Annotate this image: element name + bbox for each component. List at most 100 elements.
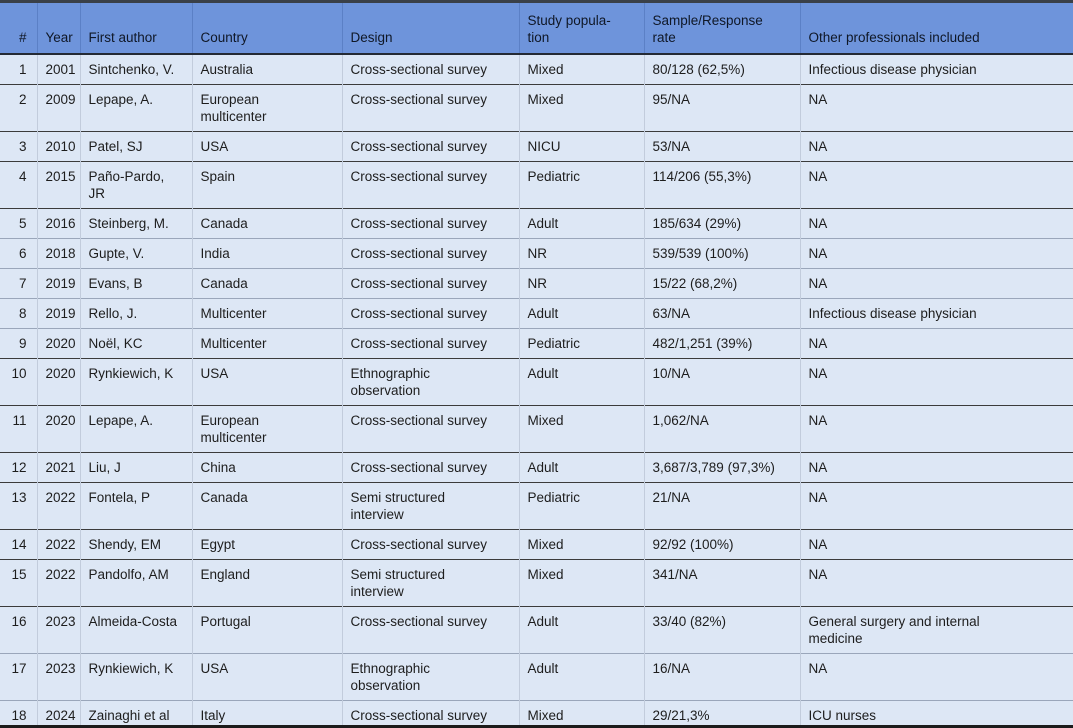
cell-num: 7 bbox=[18, 276, 27, 291]
table-row: 12 2021 Liu, J China Cross-sectional survey A… bbox=[0, 452, 1073, 483]
cell-first_author: Shendy, EM bbox=[79, 529, 192, 560]
cell-num: 17 bbox=[11, 661, 27, 676]
cell-other_professionals: NA bbox=[799, 405, 1073, 453]
cell-first_author: Sintchenko, V. bbox=[79, 54, 192, 85]
cell-sample_response_rate: 1,062/NA bbox=[643, 405, 800, 453]
column-header-other_professionals: Other professionals included bbox=[799, 3, 1073, 55]
cell-country: Canada bbox=[191, 268, 342, 299]
cell-study_population: Adult bbox=[518, 606, 644, 654]
cell-year: 2022 bbox=[36, 559, 80, 607]
cell-num: 10 bbox=[11, 366, 27, 381]
cell-country: China bbox=[191, 452, 342, 483]
cell-year: 2019 bbox=[36, 298, 80, 329]
column-header-num: # bbox=[0, 3, 37, 55]
cell-year: 2018 bbox=[36, 238, 80, 269]
table-header: # Year First author Country Design Study popu… bbox=[0, 3, 1073, 55]
cell-country: European multicenter bbox=[191, 405, 342, 453]
cell-num: 11 bbox=[12, 413, 27, 428]
table-row: 6 2018 Gupte, V. India Cross-sectional surve… bbox=[0, 238, 1073, 269]
cell-num: 15 bbox=[11, 567, 27, 582]
cell-other_professionals: NA bbox=[799, 238, 1073, 269]
cell-study_population: Pediatric bbox=[518, 328, 644, 359]
cell-first_author: Rello, J. bbox=[79, 298, 192, 329]
cell-num: 6 bbox=[18, 246, 27, 261]
cell-other_professionals: NA bbox=[799, 84, 1073, 132]
table-header-row: # Year First author Country Design Study popu… bbox=[0, 3, 1073, 55]
table-row: 5 2016 Steinberg, M. Canada Cross-sectional … bbox=[0, 208, 1073, 239]
cell-num: 8 bbox=[18, 306, 27, 321]
cell-other_professionals: NA bbox=[799, 529, 1073, 560]
table-row: 14 2022 Shendy, EM Egypt Cross-sectional sur… bbox=[0, 529, 1073, 560]
cell-year: 2009 bbox=[36, 84, 80, 132]
cell-design: Cross-sectional survey bbox=[341, 208, 519, 239]
cell-other_professionals: NA bbox=[799, 161, 1073, 209]
cell-country: European multicenter bbox=[191, 84, 342, 132]
cell-first_author: Gupte, V. bbox=[79, 238, 192, 269]
cell-country: Australia bbox=[191, 54, 342, 85]
table-row: 2 2009 Lepape, A. European multicenter Cross… bbox=[0, 84, 1073, 132]
cell-year: 2020 bbox=[36, 358, 80, 406]
column-header-year: Year bbox=[36, 3, 80, 55]
cell-year: 2022 bbox=[36, 482, 80, 530]
cell-sample_response_rate: 114/206 (55,3%) bbox=[643, 161, 800, 209]
cell-sample_response_rate: 33/40 (82%) bbox=[643, 606, 800, 654]
cell-country: Italy bbox=[191, 700, 342, 725]
cell-num: 4 bbox=[18, 169, 27, 184]
cell-study_population: Mixed bbox=[518, 529, 644, 560]
cell-year: 2016 bbox=[36, 208, 80, 239]
cell-other_professionals: NA bbox=[799, 653, 1073, 701]
cell-year: 2023 bbox=[36, 606, 80, 654]
cell-sample_response_rate: 80/128 (62,5%) bbox=[643, 54, 800, 85]
cell-design: Ethnographic observation bbox=[341, 358, 519, 406]
cell-first_author: Almeida-Costa bbox=[79, 606, 192, 654]
cell-country: USA bbox=[191, 131, 342, 162]
cell-num: 14 bbox=[11, 537, 27, 552]
cell-study_population: NR bbox=[518, 268, 644, 299]
cell-design: Cross-sectional survey bbox=[341, 54, 519, 85]
cell-design: Cross-sectional survey bbox=[341, 161, 519, 209]
cell-study_population: Mixed bbox=[518, 700, 644, 725]
cell-design: Cross-sectional survey bbox=[341, 529, 519, 560]
cell-study_population: Mixed bbox=[518, 84, 644, 132]
cell-sample_response_rate: 15/22 (68,2%) bbox=[643, 268, 800, 299]
table-row: 18 2024 Zainaghi et al Italy Cross-sectional… bbox=[0, 700, 1073, 725]
cell-study_population: Adult bbox=[518, 358, 644, 406]
cell-country: USA bbox=[191, 358, 342, 406]
cell-study_population: Pediatric bbox=[518, 161, 644, 209]
table-row: 10 2020 Rynkiewich, K USA Ethnographic obser… bbox=[0, 358, 1073, 406]
cell-design: Cross-sectional survey bbox=[341, 606, 519, 654]
cell-sample_response_rate: 92/92 (100%) bbox=[643, 529, 800, 560]
cell-design: Cross-sectional survey bbox=[341, 298, 519, 329]
cell-sample_response_rate: 539/539 (100%) bbox=[643, 238, 800, 269]
column-header-sample_response_rate: Sample/Response rate bbox=[643, 3, 800, 55]
cell-num: 9 bbox=[18, 336, 27, 351]
cell-other_professionals: General surgery and internal medicine bbox=[799, 606, 1073, 654]
cell-first_author: Liu, J bbox=[79, 452, 192, 483]
cell-first_author: Paño-Pardo, JR bbox=[79, 161, 192, 209]
cell-first_author: Noël, KC bbox=[79, 328, 192, 359]
cell-year: 2019 bbox=[36, 268, 80, 299]
cell-study_population: Mixed bbox=[518, 405, 644, 453]
cell-country: Spain bbox=[191, 161, 342, 209]
cell-other_professionals: Infectious disease physician bbox=[799, 54, 1073, 85]
cell-year: 2010 bbox=[36, 131, 80, 162]
table-row: 3 2010 Patel, SJ USA Cross-sectional survey N… bbox=[0, 131, 1073, 162]
column-header-study_population: Study popula- tion bbox=[518, 3, 644, 55]
cell-year: 2020 bbox=[36, 405, 80, 453]
cell-study_population: Mixed bbox=[518, 54, 644, 85]
cell-country: India bbox=[191, 238, 342, 269]
column-header-country: Country bbox=[191, 3, 342, 55]
cell-year: 2022 bbox=[36, 529, 80, 560]
cell-year: 2021 bbox=[36, 452, 80, 483]
cell-other_professionals: NA bbox=[799, 208, 1073, 239]
cell-sample_response_rate: 95/NA bbox=[643, 84, 800, 132]
cell-sample_response_rate: 482/1,251 (39%) bbox=[643, 328, 800, 359]
cell-sample_response_rate: 185/634 (29%) bbox=[643, 208, 800, 239]
column-header-first_author: First author bbox=[79, 3, 192, 55]
cell-first_author: Steinberg, M. bbox=[79, 208, 192, 239]
cell-sample_response_rate: 16/NA bbox=[643, 653, 800, 701]
cell-sample_response_rate: 341/NA bbox=[643, 559, 800, 607]
cell-sample_response_rate: 21/NA bbox=[643, 482, 800, 530]
cell-study_population: Adult bbox=[518, 452, 644, 483]
cell-num: 12 bbox=[11, 460, 27, 475]
